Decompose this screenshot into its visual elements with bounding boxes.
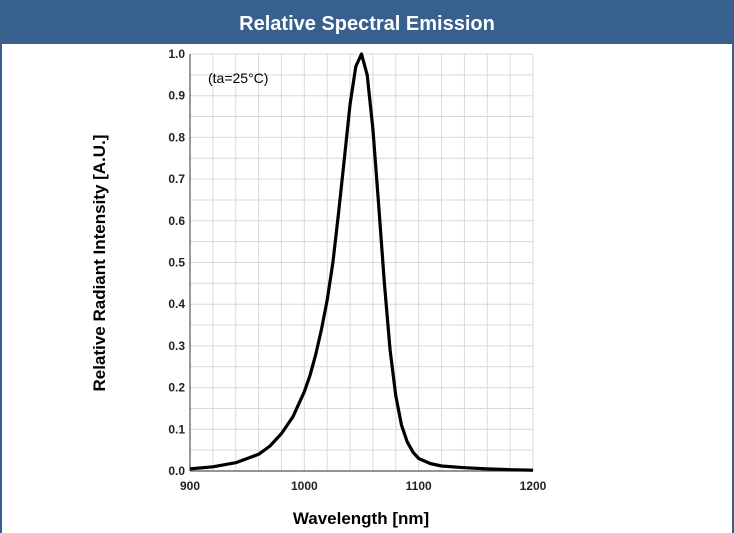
axes [189, 54, 533, 472]
y-tick-label: 0.4 [168, 297, 185, 311]
y-axis-label: Relative Radiant Intensity [A.U.] [90, 135, 109, 392]
x-tick-label: 1100 [406, 479, 432, 493]
y-tick-label: 0.8 [168, 130, 185, 144]
x-tick-label: 900 [180, 479, 200, 493]
temperature-annotation: (ta=25°C) [208, 70, 268, 86]
y-tick-label: 0.9 [168, 89, 185, 103]
y-tick-labels: 0.0 0.1 0.2 0.3 0.4 0.5 0.6 0.7 0.8 0.9 1.0 [168, 47, 185, 478]
y-tick-label: 0.2 [168, 381, 185, 395]
y-tick-label: 0.7 [168, 172, 185, 186]
grid-lines [189, 53, 534, 472]
x-axis-label: Wavelength [nm] [293, 509, 429, 528]
x-tick-label: 1200 [520, 479, 547, 493]
y-tick-label: 0.6 [168, 214, 185, 228]
y-tick-label: 1.0 [168, 47, 185, 61]
x-tick-label: 1000 [291, 479, 318, 493]
y-tick-label: 0.0 [168, 464, 185, 478]
y-tick-label: 0.1 [168, 422, 185, 436]
emission-curve [189, 52, 534, 472]
x-tick-labels: 900 1000 1100 1200 [180, 479, 547, 493]
chart-header: Relative Spectral Emission [2, 2, 732, 46]
y-tick-label: 0.5 [168, 256, 185, 270]
y-tick-label: 0.3 [168, 339, 185, 353]
chart-title: Relative Spectral Emission [239, 13, 495, 35]
